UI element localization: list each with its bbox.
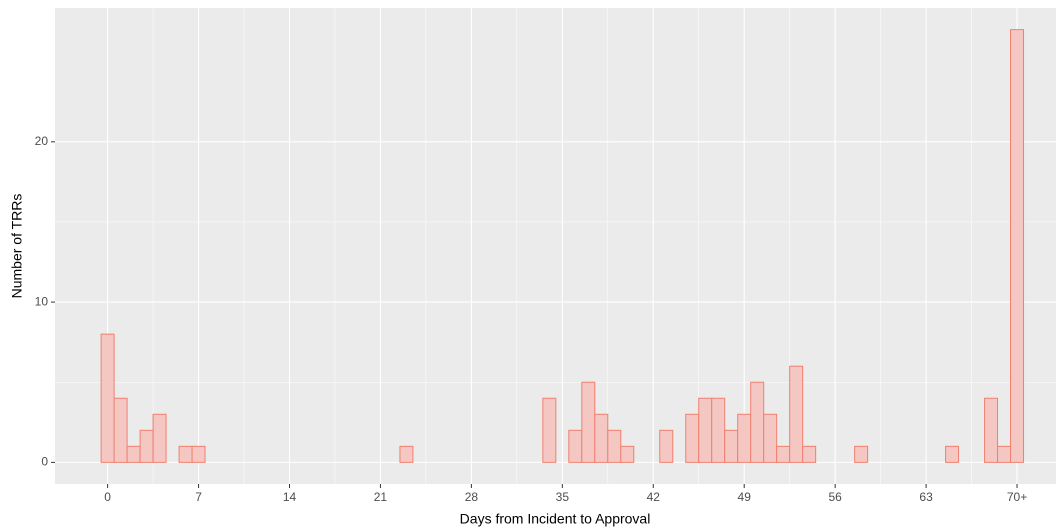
x-tick-label: 35	[556, 490, 570, 504]
x-tick-label: 14	[283, 490, 297, 504]
x-tick-label: 0	[104, 490, 111, 504]
bar	[568, 429, 583, 463]
x-tick-label: 7	[195, 490, 202, 504]
bar	[711, 397, 726, 463]
bar	[126, 445, 141, 463]
bar	[620, 445, 635, 463]
bar	[685, 413, 700, 463]
bar	[191, 445, 206, 463]
bar	[984, 397, 999, 463]
bar	[178, 445, 193, 463]
bar	[581, 381, 596, 463]
bar	[802, 445, 817, 463]
bar	[399, 445, 414, 463]
bar	[152, 413, 167, 463]
x-tick-label: 63	[919, 490, 933, 504]
x-tick-label: 56	[828, 490, 842, 504]
bar	[659, 429, 674, 463]
y-axis-title: Number of TRRs	[9, 194, 25, 299]
x-tick-label: 42	[647, 490, 661, 504]
bar	[607, 429, 622, 463]
bar	[698, 397, 713, 463]
bar	[594, 413, 609, 463]
bar	[789, 365, 804, 463]
x-tick-label: 28	[465, 490, 479, 504]
bar	[945, 445, 960, 463]
bar	[724, 429, 739, 463]
x-tick-label: 70+	[1007, 490, 1027, 504]
y-tick-label: 10	[35, 294, 49, 308]
bar	[776, 445, 791, 463]
y-tick-label: 20	[35, 134, 49, 148]
bar	[1010, 29, 1025, 463]
bar	[542, 397, 557, 463]
bar	[100, 333, 115, 463]
x-axis-title: Days from Incident to Approval	[460, 511, 651, 527]
bar	[139, 429, 154, 463]
y-tick-label: 0	[41, 455, 48, 469]
bar	[763, 413, 778, 463]
bar	[737, 413, 752, 463]
bar	[997, 445, 1012, 463]
bar	[854, 445, 869, 463]
x-tick-label: 21	[374, 490, 388, 504]
bar	[113, 397, 128, 463]
x-tick-label: 49	[738, 490, 752, 504]
bar	[750, 381, 765, 463]
